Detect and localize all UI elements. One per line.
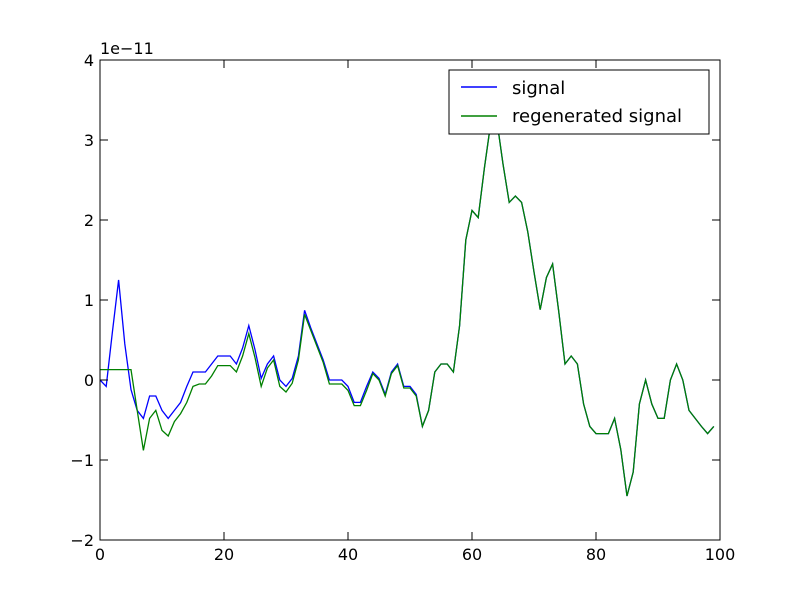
series-line-regenerated-signal [100,118,715,497]
x-tick-label: 20 [214,545,234,564]
axes-layer: 0 20 40 60 80 100 −2 −1 0 1 2 3 4 [70,51,735,564]
y-tick-label: 2 [84,211,94,230]
legend: signal regenerated signal [448,69,710,135]
y-tick-label: 3 [84,131,94,150]
y-scale-label: 1e−11 [100,39,154,58]
y-tick-label: 4 [84,51,94,70]
x-tick-label: 60 [462,545,482,564]
y-tick-label: −1 [70,451,94,470]
y-tick-label: 0 [84,371,94,390]
x-tick-label: 40 [338,545,358,564]
series-layer [99,118,715,497]
legend-box [448,69,710,135]
y-tick-label: 1 [84,291,94,310]
legend-label-regenerated-signal: regenerated signal [512,106,682,127]
x-tick-label: 100 [705,545,736,564]
x-tick-label: 0 [95,545,105,564]
x-tick-label: 80 [586,545,606,564]
legend-label-signal: signal [512,78,565,99]
y-tick-label: −2 [70,531,94,550]
